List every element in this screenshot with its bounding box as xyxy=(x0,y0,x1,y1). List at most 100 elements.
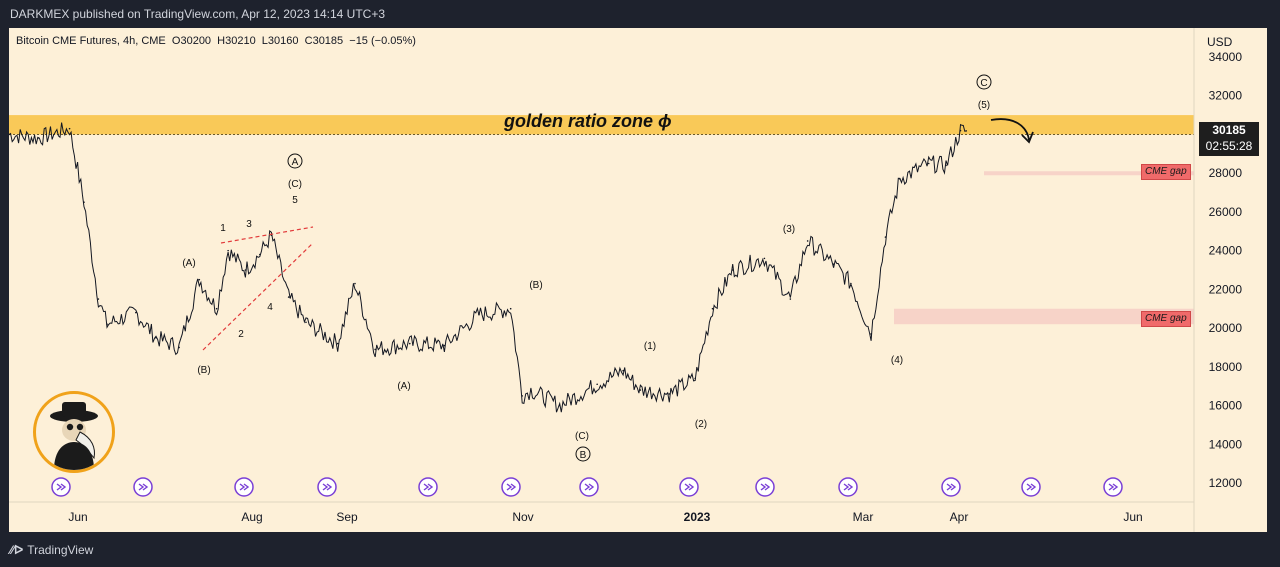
golden-ratio-zone xyxy=(9,115,1194,135)
price-point xyxy=(521,395,524,397)
price-point xyxy=(639,389,642,391)
price-point xyxy=(215,307,218,310)
wave-label: (2) xyxy=(695,419,707,430)
price-point xyxy=(408,342,411,345)
price-point xyxy=(945,164,947,167)
time-tick-label: Jun xyxy=(1123,510,1142,524)
price-point xyxy=(9,133,10,136)
tradingview-label: TradingView xyxy=(27,543,94,557)
tradingview-logo-icon: ⁄⁄ᐅ xyxy=(10,543,24,557)
golden-ratio-label: golden ratio zone ϕ xyxy=(503,111,672,131)
event-arrow-icon xyxy=(1108,483,1119,491)
price-point xyxy=(354,282,356,285)
price-tick-label: 14000 xyxy=(1209,437,1243,451)
price-tick-label: 34000 xyxy=(1209,50,1243,64)
price-point xyxy=(668,393,671,395)
event-arrow-icon xyxy=(322,483,333,491)
last-price-value: 30185 xyxy=(1212,123,1246,137)
price-point xyxy=(374,348,376,351)
price-tick-label: 26000 xyxy=(1209,205,1243,219)
last-price-countdown: 02:55:28 xyxy=(1205,139,1253,153)
price-point xyxy=(884,236,887,238)
wave-trendline-lower xyxy=(202,242,314,351)
price-tick-label: 12000 xyxy=(1209,476,1243,490)
wave-label: 1 xyxy=(220,223,226,234)
forecast-arrow-head xyxy=(1021,131,1034,144)
price-tick-label: 16000 xyxy=(1209,399,1243,413)
author-avatar xyxy=(33,391,115,473)
price-tick-label: 24000 xyxy=(1209,244,1243,258)
wave-label: C xyxy=(980,78,987,89)
wave-trendline-upper xyxy=(220,226,314,244)
wave-label: 2 xyxy=(238,329,244,340)
price-point xyxy=(832,263,835,265)
event-arrow-icon xyxy=(584,483,595,491)
wave-label: (B) xyxy=(197,365,210,376)
wave-circle-marker xyxy=(575,446,591,462)
price-point xyxy=(870,333,872,335)
footer-bar: ⁄⁄ᐅ TradingView xyxy=(0,532,1280,567)
publish-header: DARKMEX published on TradingView.com, Ap… xyxy=(0,0,1280,28)
wave-label: (C) xyxy=(288,179,302,190)
event-arrow-icon xyxy=(1026,483,1037,491)
wave-label: (A) xyxy=(182,258,195,269)
price-point xyxy=(622,369,624,372)
price-point xyxy=(965,130,968,132)
price-point xyxy=(763,257,766,260)
price-series-line xyxy=(9,122,967,413)
price-point xyxy=(83,201,85,204)
price-point xyxy=(899,178,901,180)
price-point xyxy=(806,240,809,242)
price-point xyxy=(558,404,561,407)
last-price-tag: 30185 02:55:28 xyxy=(1199,122,1259,156)
price-point xyxy=(178,346,180,349)
time-tick-label: 2023 xyxy=(684,510,711,524)
event-arrow-icon xyxy=(946,483,957,491)
price-point xyxy=(530,389,532,391)
price-chart[interactable]: USD3400032000300002800026000240002200020… xyxy=(9,28,1267,532)
price-tick-label: 18000 xyxy=(1209,360,1243,374)
price-point xyxy=(68,127,71,130)
price-point xyxy=(287,296,290,298)
time-tick-label: Nov xyxy=(512,510,533,524)
event-arrow-icon xyxy=(239,483,250,491)
wave-label: (3) xyxy=(783,224,795,235)
price-point xyxy=(596,383,598,386)
tradingview-brand[interactable]: ⁄⁄ᐅ TradingView xyxy=(10,543,93,557)
event-arrow-icon xyxy=(843,483,854,491)
chart-legend: Bitcoin CME Futures, 4h, CME O30200 H302… xyxy=(16,35,416,47)
cme-gap-label-lower: CME gap xyxy=(1141,311,1191,327)
price-tick-label: 20000 xyxy=(1209,321,1243,335)
wave-label: B xyxy=(580,450,587,461)
time-tick-label: Sep xyxy=(336,510,358,524)
event-arrow-icon xyxy=(760,483,771,491)
price-point xyxy=(478,313,480,316)
time-tick-label: Jun xyxy=(68,510,87,524)
event-arrow-icon xyxy=(684,483,695,491)
wave-label: 4 xyxy=(267,302,273,313)
price-point xyxy=(227,249,229,252)
wave-label: (4) xyxy=(891,355,903,366)
price-point xyxy=(244,269,247,271)
chart-area[interactable]: USD3400032000300002800026000240002200020… xyxy=(9,28,1267,532)
price-point xyxy=(789,298,792,300)
price-point xyxy=(927,162,930,165)
wave-label: A xyxy=(292,157,299,168)
wave-label: (1) xyxy=(644,341,656,352)
price-point xyxy=(97,298,100,300)
plague-doctor-icon xyxy=(50,402,98,470)
cme-gap-zone-1 xyxy=(984,171,1194,176)
price-point xyxy=(509,307,512,310)
price-point xyxy=(731,269,734,271)
wave-label: (A) xyxy=(397,381,410,392)
wave-label: (C) xyxy=(575,431,589,442)
wave-label: (5) xyxy=(978,100,990,111)
price-point xyxy=(135,311,137,314)
legend-symbol: Bitcoin CME Futures, 4h, CME xyxy=(16,35,166,47)
axis-currency: USD xyxy=(1207,35,1233,49)
wave-label: 5 xyxy=(292,195,298,206)
wave-label: (B) xyxy=(529,280,542,291)
price-point xyxy=(37,137,39,140)
time-tick-label: Apr xyxy=(950,510,969,524)
time-tick-label: Mar xyxy=(853,510,874,524)
